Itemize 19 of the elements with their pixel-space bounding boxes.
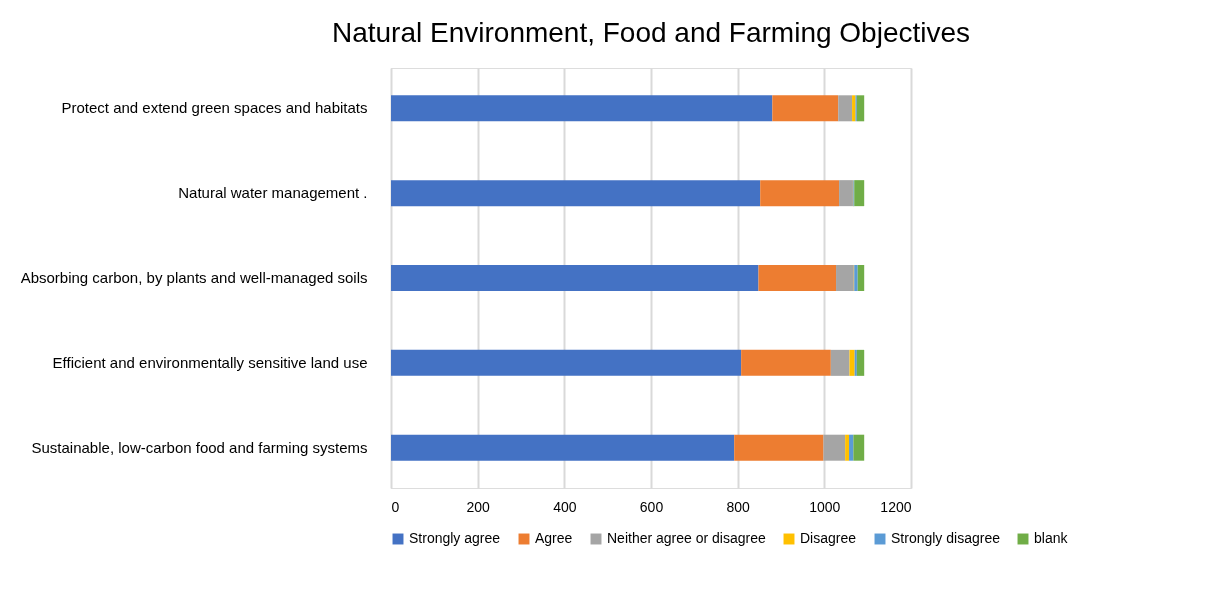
legend-label: blank [1034, 530, 1069, 546]
x-tick-label: 200 [466, 498, 491, 515]
legend-label: Disagree [800, 530, 857, 546]
chart-title: Natural Environment, Food and Farming Objectives [331, 17, 971, 48]
legend-label: Strongly disagree [891, 530, 1001, 546]
legend-label: Neither agree or disagree [607, 530, 766, 546]
x-tick-label: 0 [391, 498, 400, 515]
legend-label: Strongly agree [409, 530, 501, 546]
legend-label: Agree [535, 530, 573, 546]
x-tick-label: 800 [726, 498, 751, 515]
y-tick-label: Efficient and environmentally sensitive land use [52, 353, 368, 371]
x-tick-label: 1000 [809, 498, 841, 515]
x-tick-label: 1200 [880, 498, 912, 515]
y-tick-label: Absorbing carbon, by plants and well-managed soils [20, 269, 368, 286]
y-tick-label: Sustainable, low-carbon food and farming systems [31, 438, 368, 456]
x-tick-label: 400 [553, 498, 577, 515]
y-tick-label: Natural water management . [178, 184, 368, 202]
y-tick-label: Protect and extend green spaces and habitats [61, 99, 368, 117]
x-tick-label: 600 [639, 498, 664, 515]
